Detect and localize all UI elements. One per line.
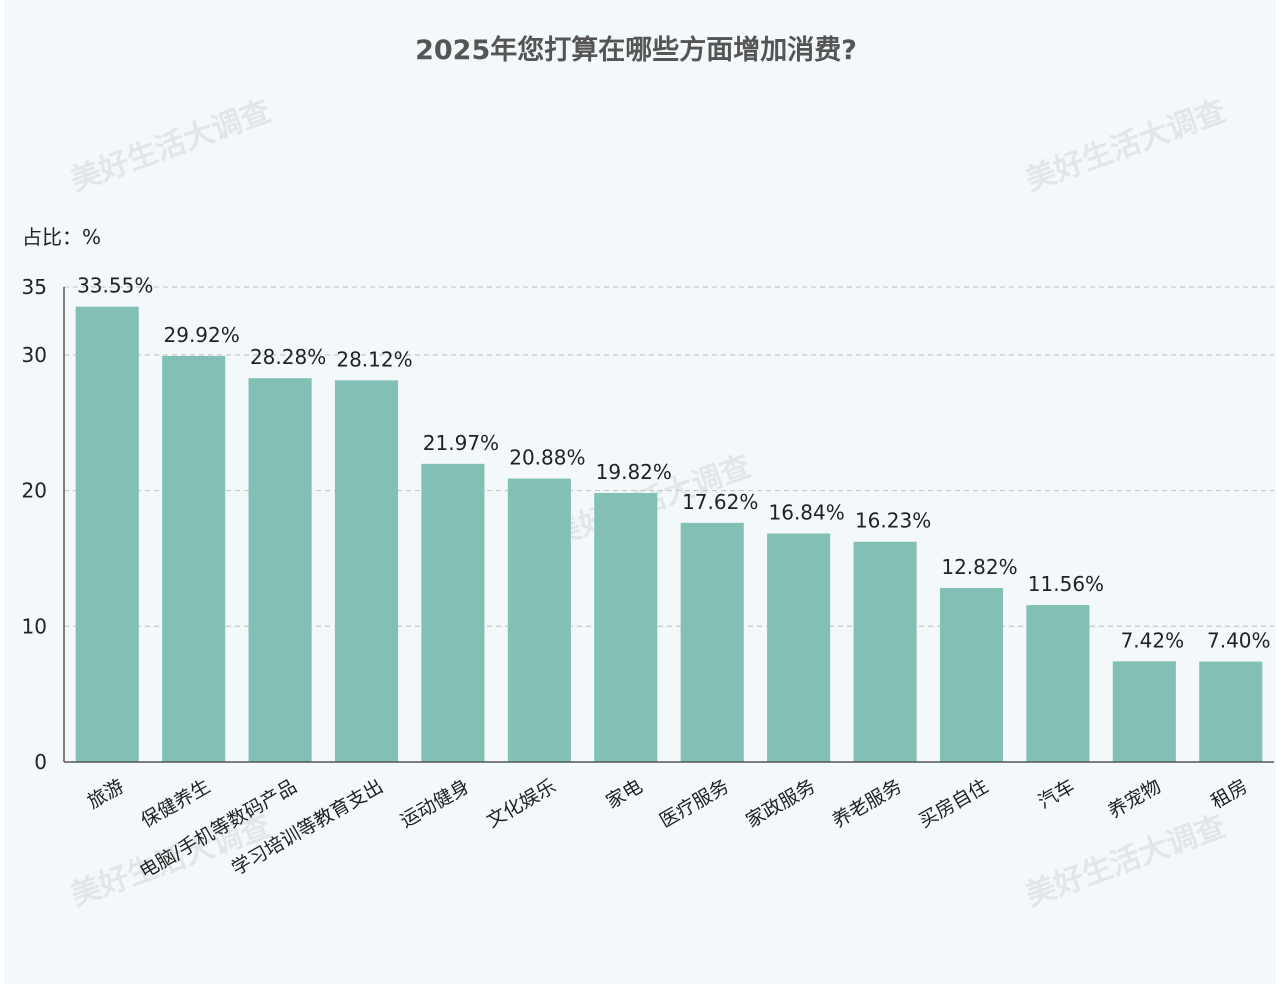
x-tick-label: 旅游 bbox=[84, 775, 128, 813]
x-tick-label: 家政服务 bbox=[742, 775, 819, 832]
data-label: 16.23% bbox=[855, 509, 931, 533]
x-tick-label: 文化娱乐 bbox=[483, 775, 560, 832]
x-tick-label: 运动健身 bbox=[397, 775, 474, 832]
data-label: 28.12% bbox=[336, 347, 412, 371]
y-tick-label: 10 bbox=[22, 614, 47, 638]
x-tick-label: 汽车 bbox=[1035, 775, 1079, 813]
x-tick-label: 租房 bbox=[1207, 775, 1251, 813]
bar bbox=[853, 541, 917, 762]
x-tick-label: 保健养生 bbox=[137, 775, 214, 832]
bar bbox=[767, 533, 831, 762]
x-tick-label: 买房自住 bbox=[915, 775, 992, 832]
chart-frame: 2025年您打算在哪些方面增加消费? 美好生活大调查 美好生活大调查 美好生活大调查… bbox=[4, 0, 1276, 984]
data-label: 12.82% bbox=[941, 555, 1017, 579]
bars bbox=[75, 306, 1263, 762]
y-tick-label: 30 bbox=[22, 343, 47, 367]
bar bbox=[75, 306, 139, 762]
data-label: 28.28% bbox=[250, 345, 326, 369]
bar bbox=[1026, 605, 1090, 762]
x-tick-label: 电脑/手机等数码产品 bbox=[136, 775, 301, 883]
y-tick-label: 20 bbox=[22, 479, 47, 503]
data-label: 29.92% bbox=[164, 323, 240, 347]
bar bbox=[507, 478, 571, 762]
y-axis-unit-label: 占比：% bbox=[22, 225, 101, 249]
data-label: 21.97% bbox=[423, 431, 499, 455]
chart-title: 2025年您打算在哪些方面增加消费? bbox=[415, 34, 857, 66]
bar bbox=[421, 463, 485, 762]
data-label: 7.40% bbox=[1207, 629, 1271, 653]
bar-chart: 2025年您打算在哪些方面增加消费? 美好生活大调查 美好生活大调查美好生活大调查… bbox=[22, 34, 1274, 914]
watermark-text: 美好生活大调查 bbox=[1021, 94, 1230, 199]
bar bbox=[248, 378, 312, 762]
x-tick-label: 养老服务 bbox=[829, 775, 906, 832]
y-tick-label: 35 bbox=[22, 275, 47, 299]
data-label: 33.55% bbox=[77, 274, 153, 298]
bar bbox=[680, 522, 744, 762]
bar bbox=[1112, 661, 1176, 762]
data-label: 20.88% bbox=[509, 446, 585, 470]
y-tick-label: 0 bbox=[34, 750, 47, 774]
bar bbox=[162, 355, 226, 762]
watermark-text: 美好生活大调查 bbox=[1021, 809, 1230, 914]
y-axis-ticks: 0 10 20 30 35 bbox=[22, 275, 47, 774]
x-tick-label: 家电 bbox=[602, 775, 646, 813]
x-tick-label: 养宠物 bbox=[1104, 775, 1164, 823]
data-label: 16.84% bbox=[769, 500, 845, 524]
bar bbox=[334, 380, 399, 762]
x-tick-label: 医疗服务 bbox=[656, 775, 733, 832]
bar bbox=[939, 588, 1004, 762]
data-label: 7.42% bbox=[1121, 628, 1185, 652]
data-label: 11.56% bbox=[1028, 572, 1104, 596]
bar bbox=[594, 493, 658, 762]
data-labels: 33.55% 29.92% 28.28% 28.12% 21.97% 20.88% 19.8… bbox=[77, 274, 1270, 653]
data-label: 19.82% bbox=[596, 460, 672, 484]
bar bbox=[1199, 661, 1263, 762]
watermark-text: 美好生活大调查 bbox=[66, 94, 275, 199]
data-label: 17.62% bbox=[682, 490, 758, 514]
